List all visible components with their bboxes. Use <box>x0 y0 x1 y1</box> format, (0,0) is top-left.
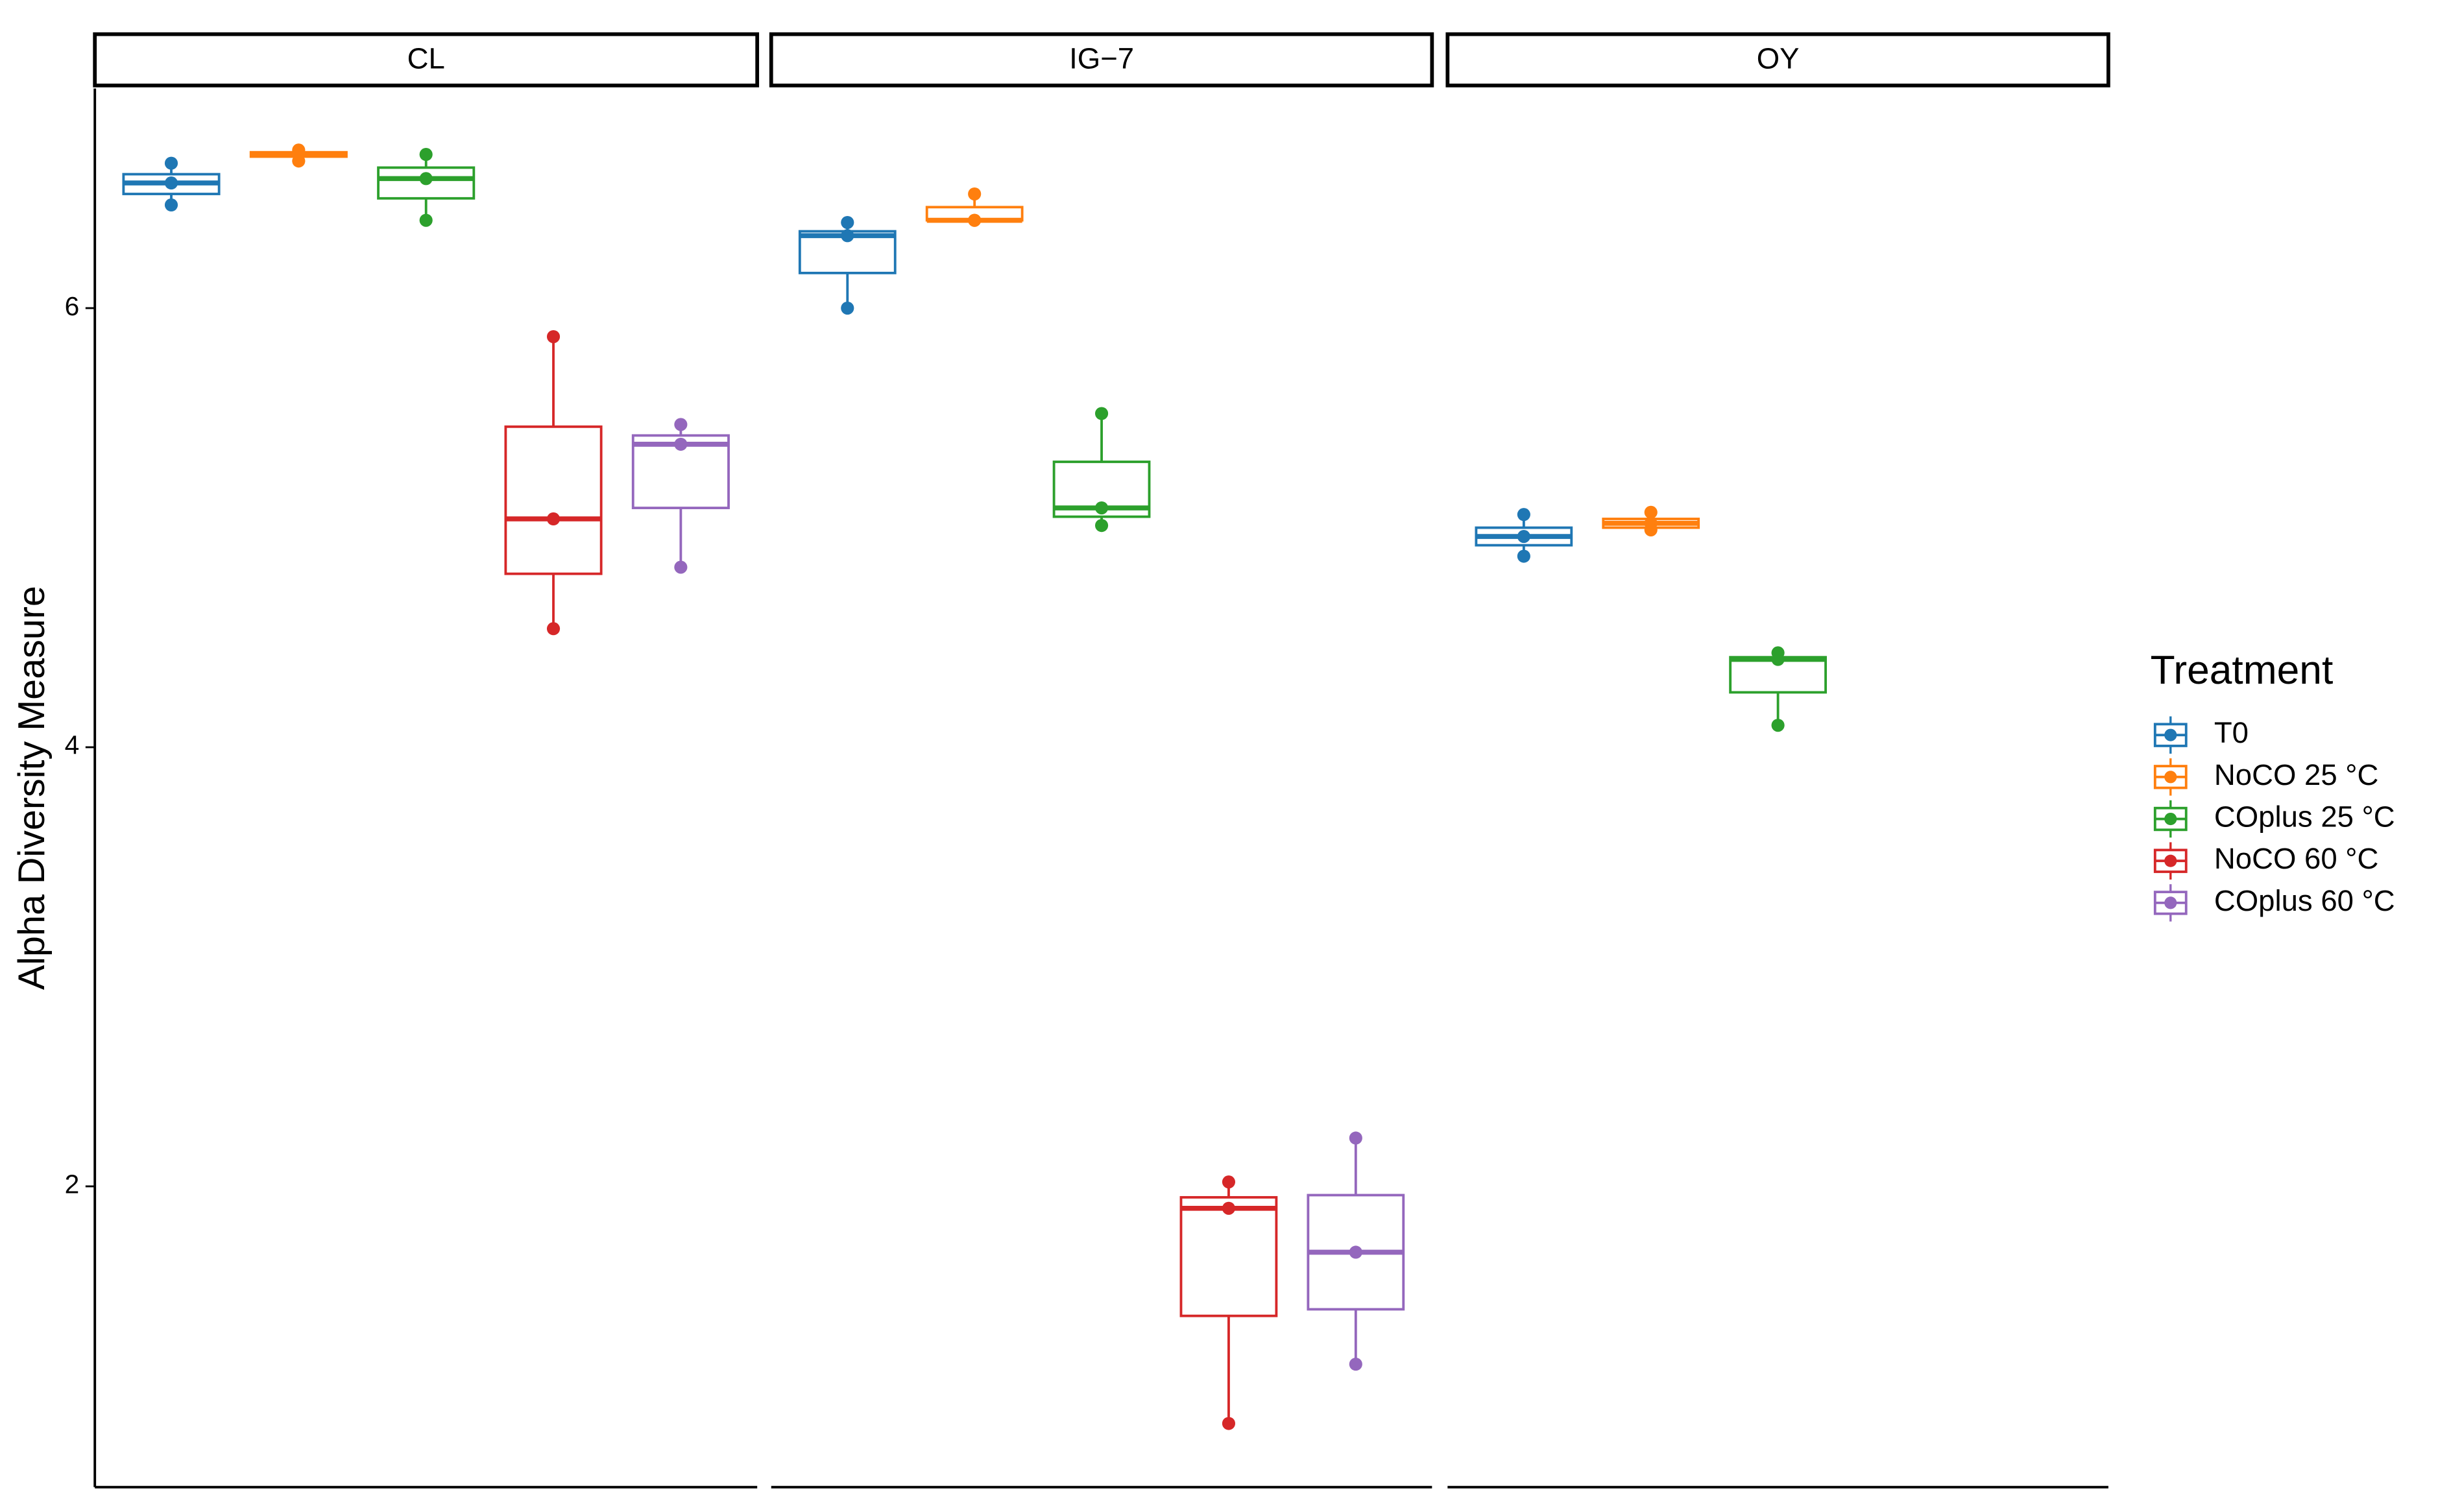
data-point <box>1222 1175 1235 1189</box>
facet-label: CL <box>407 42 445 75</box>
data-point <box>968 213 982 227</box>
facet-label: IG−7 <box>1069 42 1134 75</box>
legend-key-point <box>2164 854 2177 867</box>
facet-strip <box>1445 32 2110 88</box>
data-point <box>968 187 982 201</box>
data-point <box>1349 1245 1362 1259</box>
data-point <box>419 172 433 186</box>
y-tick-label: 2 <box>65 1170 80 1199</box>
data-point <box>1222 1417 1235 1430</box>
legend-title: Treatment <box>2151 648 2334 693</box>
data-point <box>1094 407 1109 420</box>
data-point <box>1771 719 1785 732</box>
data-point <box>546 622 561 636</box>
legend-label: COplus 60 °C <box>2214 884 2395 917</box>
data-point <box>674 437 688 451</box>
facet-strip <box>769 32 1434 88</box>
data-point <box>674 560 688 574</box>
legend-key-point <box>2164 771 2177 784</box>
data-point <box>164 198 178 212</box>
facet-strip <box>93 32 760 88</box>
data-point <box>1094 519 1109 533</box>
data-point <box>674 418 688 431</box>
data-point <box>1094 501 1109 515</box>
facet-label: OY <box>1757 42 1800 75</box>
data-point <box>1771 653 1785 666</box>
legend-label: T0 <box>2214 716 2249 749</box>
legend-label: COplus 25 °C <box>2214 800 2395 834</box>
data-point <box>1517 549 1530 563</box>
data-point <box>164 176 178 190</box>
data-point <box>419 148 433 162</box>
legend-key-point <box>2164 728 2177 741</box>
data-point <box>164 156 178 170</box>
data-point <box>419 213 433 227</box>
data-point <box>1349 1358 1362 1371</box>
data-point <box>1222 1201 1235 1215</box>
data-point <box>546 512 561 526</box>
data-point <box>1644 505 1658 519</box>
data-point <box>1517 508 1530 522</box>
data-point <box>1517 529 1530 544</box>
data-point <box>1349 1131 1362 1145</box>
data-point <box>292 154 306 168</box>
legend-key-point <box>2164 896 2177 909</box>
legend-label: NoCO 60 °C <box>2214 842 2379 875</box>
data-point <box>1644 523 1658 536</box>
legend-key-point <box>2164 812 2177 826</box>
legend-label: NoCO 25 °C <box>2214 758 2379 791</box>
data-point <box>841 301 854 315</box>
data-point <box>546 330 561 344</box>
box <box>504 425 603 575</box>
data-point <box>841 215 854 230</box>
y-tick-label: 6 <box>65 291 80 321</box>
y-tick-label: 4 <box>65 730 80 760</box>
y-axis-title: Alpha Diversity Measure <box>11 586 53 990</box>
box <box>1179 1195 1278 1317</box>
data-point <box>841 229 854 243</box>
